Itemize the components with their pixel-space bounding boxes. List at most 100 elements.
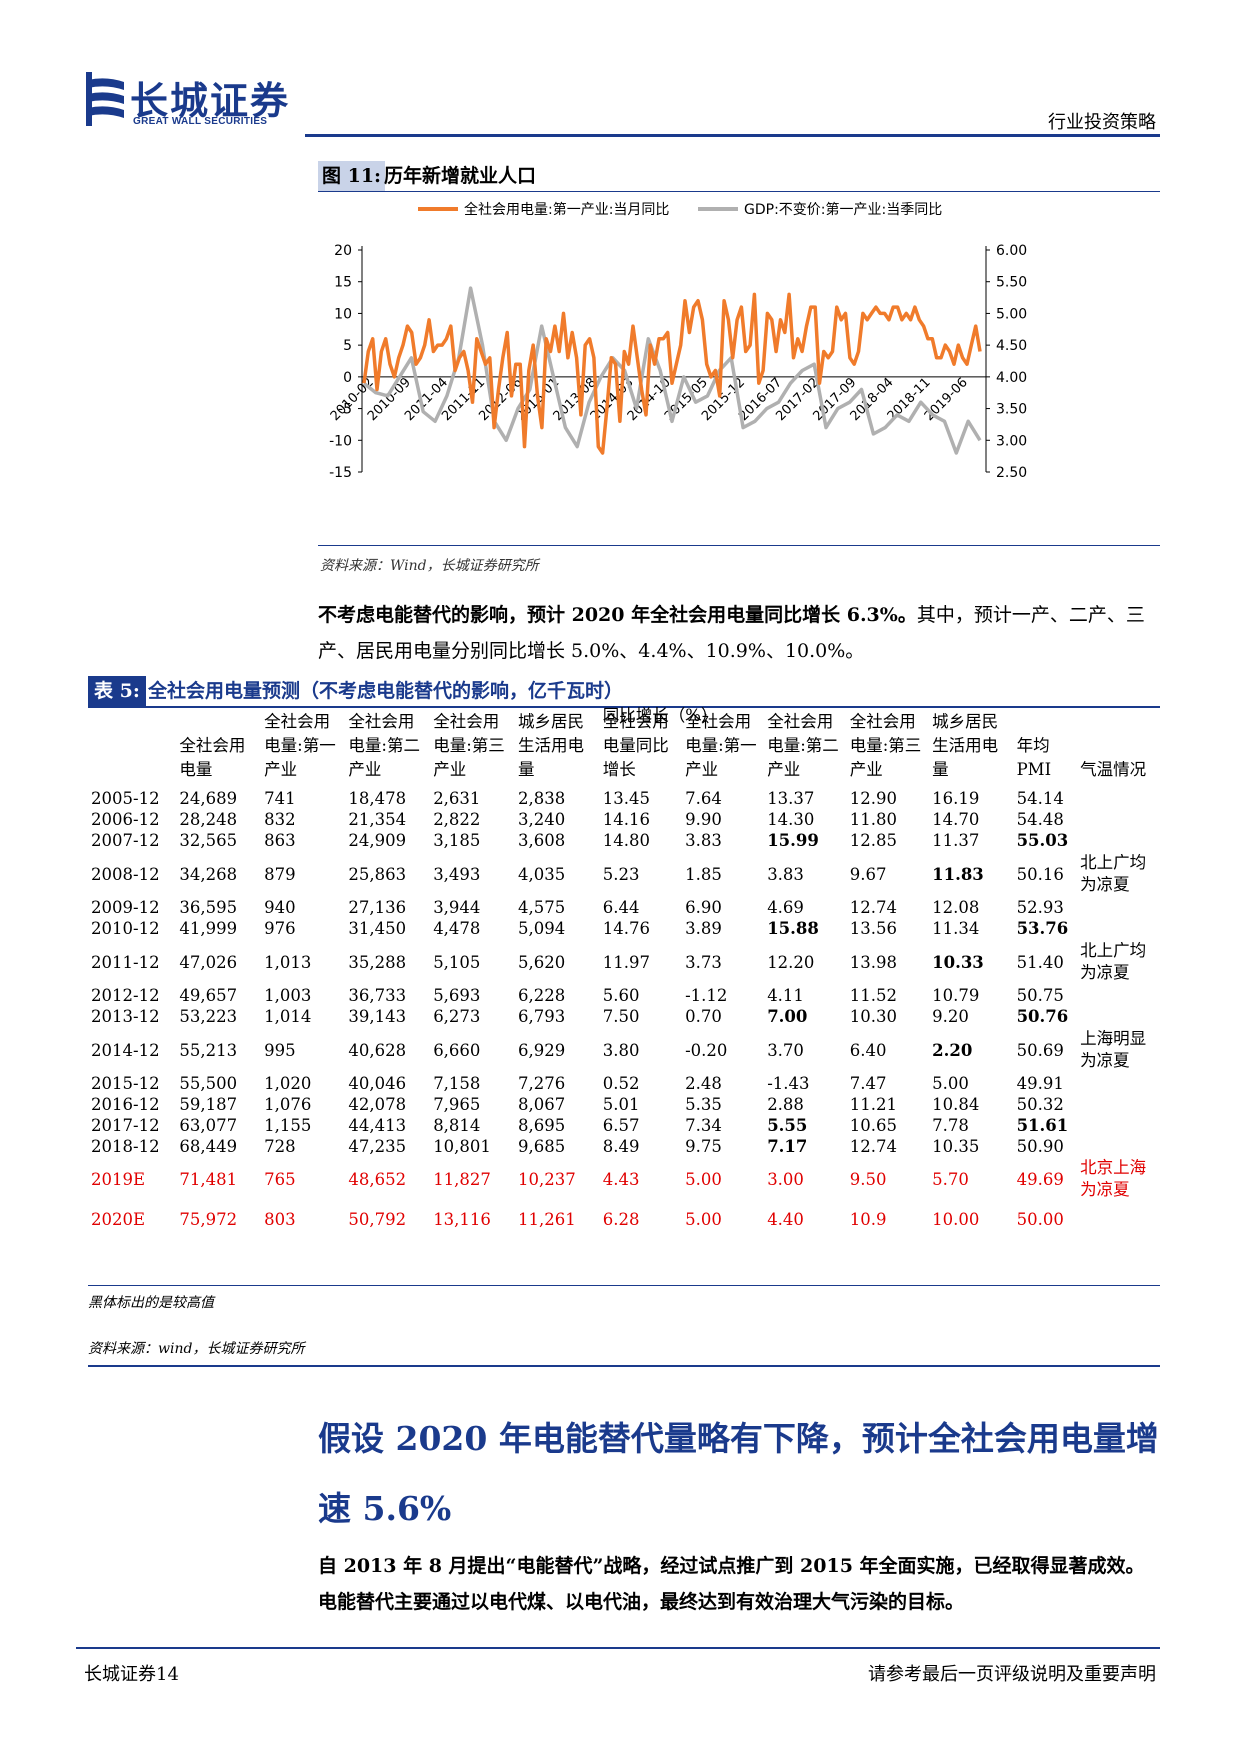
table-cell: 21,354 [348,810,407,829]
table-cell: 2.48 [685,1074,722,1093]
table-cell: 10.33 [932,952,984,972]
table-row: 2018-12 68,449 728 47,235 10,801 9,685 8.49 9.7… [88,1136,1160,1157]
para1-normal: 其中，预计一产、二产、三产、居民用电量分别同比增长 5.0%、4.4%、10.9… [318,604,1145,662]
temperature-note [1077,788,1160,809]
left-tick-label: 20 [334,243,352,259]
table-cell: 803 [264,1209,296,1229]
table-cell: 12.74 [849,1137,897,1156]
table-cell: 7.34 [685,1116,722,1135]
table-cell: 50.90 [1016,1137,1064,1156]
table-cell: 63,077 [179,1116,238,1135]
table-cell: 13.37 [767,789,815,808]
table-cell: 1,013 [264,952,312,972]
table-cell: 42,078 [348,1095,407,1114]
table-row: 2012-12 49,657 1,003 36,733 5,693 6,228 5.60 -1… [88,985,1160,1006]
row-year: 2020E [91,1209,146,1229]
table-cell: 879 [264,864,296,884]
series-line-electricity [362,292,982,455]
temperature-note [1077,918,1160,939]
header-col: 同比增长（%） 全社会用电量同比增长 [600,706,718,788]
table-cell: 47,235 [348,1137,407,1156]
temperature-note [1077,897,1160,918]
table-cell: 48,652 [348,1169,407,1189]
row-year: 2016-12 [91,1095,160,1114]
table-row: 2019E 71,481 765 48,652 11,827 10,237 4.43 5.00… [88,1157,1160,1201]
right-tick-label: 5.50 [996,275,1027,291]
table-cell: 2.88 [767,1095,804,1114]
table-cell: 8,067 [517,1095,566,1114]
table-cell: 3.73 [685,952,722,972]
table-cell: 995 [264,1040,296,1060]
left-tick-label: 10 [334,306,352,322]
table-cell: 832 [264,810,296,829]
table-cell: 11.52 [849,986,897,1005]
table-cell: 10,237 [517,1169,576,1189]
series-line-gdp [362,286,982,455]
temperature-note: 北上广均为凉夏 [1080,853,1147,894]
section-label: 行业投资策略 [1048,112,1156,133]
footer-disclaimer: 请参考最后一页评级说明及重要声明 [868,1664,1156,1685]
header-col: 全社会用电量:第三产业 [849,712,922,779]
dual-axis-line-chart: 全社会用电量:第一产业:当月同比 GDP:不变价:第一产业:当季同比 -15 -10 -… [328,201,1027,481]
table-cell: 15.88 [767,919,819,938]
table-cell: 39,143 [348,1007,407,1026]
table-cell: 4.40 [767,1209,804,1229]
table-cell: 4.43 [602,1169,640,1189]
table-cell: 863 [264,831,296,850]
legend-label-gdp: GDP:不变价:第一产业:当季同比 [744,201,942,218]
row-year: 2007-12 [91,831,160,850]
table-cell: 12.20 [767,952,815,972]
table-cell: 12.08 [932,898,980,917]
table-cell: 40,628 [348,1040,407,1060]
right-tick-label: 4.00 [996,370,1027,386]
table-cell: 52.93 [1016,898,1064,917]
table-cell: 9.20 [932,1007,969,1026]
figure-bottom-divider [318,545,1160,546]
header-divider [305,134,1160,137]
table-cell: 976 [264,919,296,938]
table-row: 2009-12 36,595 940 27,136 3,944 4,575 6.44 6.90… [88,897,1160,918]
table-cell: 51.61 [1016,1116,1069,1135]
table-cell: 7.00 [767,1007,808,1026]
table-row: 2008-12 34,268 879 25,863 3,493 4,035 5.23 1.85… [88,851,1160,897]
row-year: 2010-12 [91,919,160,938]
logo-mark-icon [86,72,124,126]
header-col: 全社会用电量:第二产业 [348,712,420,779]
table-cell: 11.80 [849,810,897,829]
table-cell: 49.91 [1016,1074,1064,1093]
row-year: 2008-12 [91,864,160,884]
table-cell: 6.28 [602,1209,640,1229]
table-cell: 11.97 [602,952,650,972]
table-cell: 7,276 [517,1074,566,1093]
row-year: 2011-12 [91,952,160,972]
right-tick-label: 2.50 [996,465,1027,481]
table-cell: 2,631 [433,789,481,808]
table-cell: 11.34 [932,919,980,938]
table-cell: 14.76 [602,919,650,938]
header-col: 城乡居民生活用电量 [517,712,584,779]
table-row: 2014-12 55,213 995 40,628 6,660 6,929 3.80 -0.2… [88,1027,1160,1073]
table-cell: 3,944 [433,898,481,917]
table-cell: 10,801 [433,1137,491,1156]
table-cell: 68,449 [179,1137,238,1156]
row-year: 2015-12 [91,1074,160,1093]
left-tick-label: 5 [343,338,352,354]
temperature-note [1077,985,1160,1006]
table-cell: 50.32 [1016,1095,1064,1114]
table-row: 2010-12 41,999 976 31,450 4,478 5,094 14.76 3.8… [88,918,1160,939]
table-cell: 71,481 [179,1169,238,1189]
body-paragraph-1: 不考虑电能替代的影响，预计 2020 年全社会用电量同比增长 6.3%。其中，预… [318,597,1160,669]
table-cell: 8,814 [433,1116,481,1135]
table-cell: 940 [264,898,296,917]
table-cell: 10.79 [932,986,980,1005]
table-cell: 1,020 [264,1074,312,1093]
table-label: 表 5: [88,676,146,706]
left-tick-label: -10 [329,433,352,449]
right-tick-label: 4.50 [996,338,1027,354]
table-cell: 7.47 [849,1074,887,1093]
forecast-table: 全社会用电量 全社会用电量:第一产业 全社会用电量:第二产业 全社会用电量:第三… [88,706,1160,1237]
table-cell: 11.37 [932,831,980,850]
table-cell: 5.01 [602,1095,640,1114]
table-cell: 50.16 [1016,864,1064,884]
table-cell: 5.55 [767,1116,808,1135]
